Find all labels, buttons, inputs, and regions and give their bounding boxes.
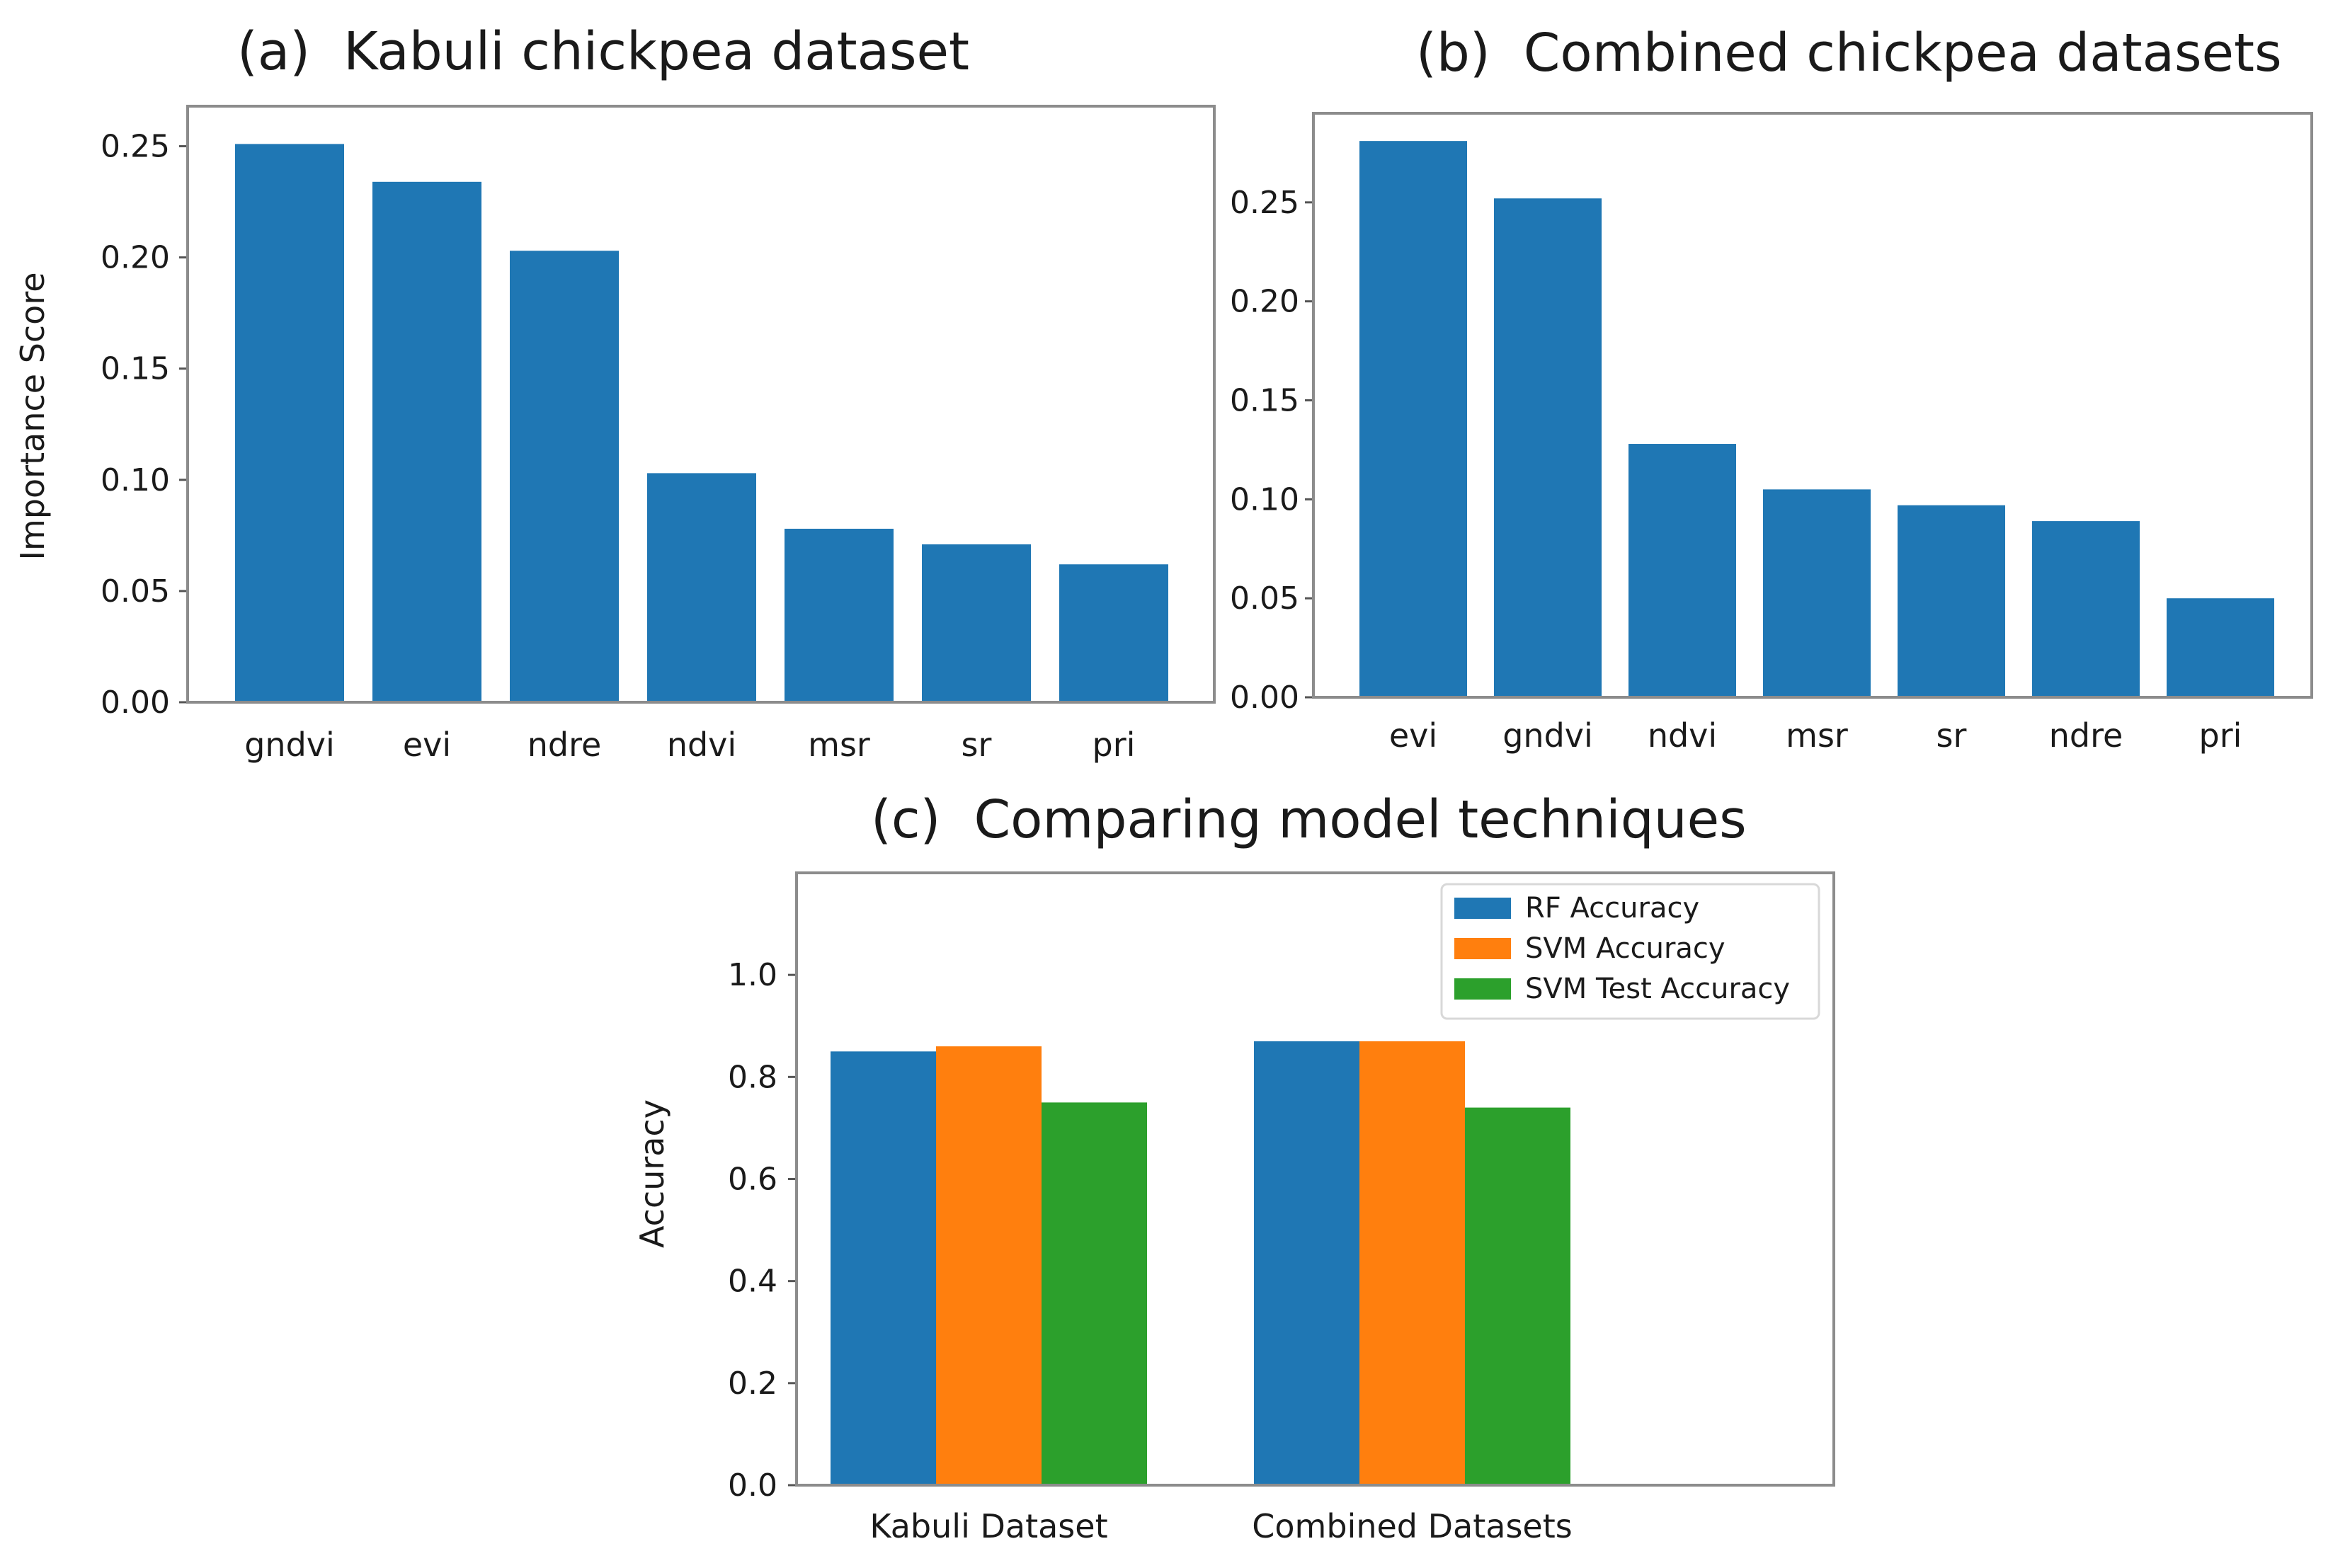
panel-b-x-tick-labels: evi gndvi ndvi msr sr ndre pri [1389, 716, 2242, 755]
panel-c-bar-svm-1 [1359, 1041, 1465, 1485]
panel-a-y-ticks: 0.00 0.05 0.10 0.15 0.20 0.25 [101, 129, 188, 721]
panel-b-y-tick-label: 0.15 [1230, 383, 1299, 419]
panel-c-x-tick-label: Combined Datasets [1252, 1507, 1572, 1545]
panel-b-x-tick-label: ndvi [1648, 716, 1717, 755]
panel-b-bar-msr [1763, 489, 1871, 697]
panel-a-x-tick-labels: gndvi evi ndre ndvi msr sr pri [244, 726, 1135, 764]
panel-c-y-ticks: 0.0 0.2 0.4 0.6 0.8 1.0 [728, 957, 797, 1504]
panel-b-bars [1359, 141, 2274, 698]
panel-a-bar-ndre [510, 251, 619, 702]
panel-b-bar-ndvi [1628, 444, 1736, 697]
panel-a-x-tick-label: msr [808, 726, 870, 764]
panel-c-x-tick-labels: Kabuli Dataset Combined Datasets [869, 1507, 1572, 1545]
panel-c-y-tick-label: 0.8 [728, 1059, 777, 1095]
panel-b: (b) Combined chickpea datasets 0.000.050… [1230, 23, 2313, 755]
panel-c-legend-swatch-svm_test [1454, 978, 1511, 1000]
panel-a-bar-pri [1059, 564, 1168, 702]
panel-c-bars [831, 1041, 1570, 1485]
panel-c-bar-svm_test-0 [1042, 1102, 1147, 1485]
panel-a-bar-sr [922, 544, 1031, 702]
panel-c-y-tick-label: 0.4 [728, 1264, 777, 1300]
panel-b-y-tick-label: 0.20 [1230, 284, 1299, 320]
panel-b-x-tick-label: ndre [2049, 716, 2123, 755]
panel-a-bars [235, 144, 1168, 702]
panel-a-y-tick-label: 0.00 [101, 685, 170, 721]
panel-a-x-tick-label: gndvi [244, 726, 335, 764]
panel-c-bar-svm-0 [936, 1046, 1042, 1485]
panel-a-x-tick-label: sr [962, 726, 992, 764]
panel-b-bar-evi [1359, 141, 1467, 698]
panel-a-bar-msr [785, 528, 894, 702]
panel-b-x-tick-label: sr [1936, 716, 1967, 755]
panel-a-y-tick-label: 0.15 [101, 351, 170, 387]
panel-b-y-tick-label: 0.10 [1230, 481, 1299, 517]
panel-a-x-tick-label: evi [403, 726, 451, 764]
panel-a-y-axis-label: Importance Score [13, 272, 52, 560]
panel-b-y-tick-label: 0.05 [1230, 580, 1299, 617]
panel-a-x-tick-label: ndvi [667, 726, 736, 764]
panel-b-bar-ndre [2032, 521, 2140, 697]
panel-c-y-tick-label: 0.6 [728, 1162, 777, 1198]
panel-a-y-tick-label: 0.10 [101, 462, 170, 498]
panel-a-y-tick-label: 0.05 [101, 573, 170, 610]
panel-a-x-tick-label: ndre [527, 726, 602, 764]
panel-a: (a) Kabuli chickpea dataset Importance S… [13, 21, 1216, 764]
panel-c-x-tick-label: Kabuli Dataset [869, 1507, 1107, 1545]
panel-b-y-tick-label: 0.25 [1230, 185, 1299, 221]
panel-c-legend-label: RF Accuracy [1525, 892, 1699, 925]
panel-c-legend-swatch-svm [1454, 938, 1511, 959]
panel-c-y-tick-label: 0.2 [728, 1366, 777, 1402]
panel-c-legend-box [1440, 883, 1820, 1020]
panel-a-bar-evi [372, 181, 481, 702]
panel-b-y-tick-label: 0.00 [1230, 680, 1299, 716]
panel-b-y-ticks: 0.00 0.05 0.10 0.15 0.20 0.25 [1230, 185, 1313, 716]
panel-c-title: (c) Comparing model techniques [871, 789, 1747, 850]
panel-b-x-tick-label: pri [2199, 716, 2242, 755]
panel-b-bar-sr [1898, 505, 2005, 697]
panel-a-plot-frame [186, 105, 1216, 704]
panel-b-x-tick-label: gndvi [1502, 716, 1593, 755]
panel-b-x-tick-label: msr [1786, 716, 1848, 755]
panel-b-plot-frame [1312, 112, 2313, 699]
panel-a-bar-ndvi [647, 473, 756, 702]
panel-a-y-tick-label: 0.20 [101, 240, 170, 276]
panel-c-y-tick-label: 0.0 [728, 1467, 777, 1504]
panel-c-y-tick-label: 1.0 [728, 957, 777, 993]
panel-c-y-axis-label: Accuracy [633, 1099, 671, 1248]
panel-a-y-tick-label: 0.25 [101, 129, 170, 165]
panel-a-x-tick-label: pri [1093, 726, 1136, 764]
panel-c-plot-frame [795, 871, 1835, 1487]
panel-c-legend-swatch-rf [1454, 898, 1511, 919]
panel-c-legend-label: SVM Test Accuracy [1525, 973, 1790, 1005]
panel-a-bar-gndvi [235, 144, 344, 702]
panel-b-x-tick-label: evi [1389, 716, 1437, 755]
panel-c-bar-svm_test-1 [1465, 1107, 1570, 1485]
panel-c-legend-label: SVM Accuracy [1525, 932, 1725, 965]
panel-a-title: (a) Kabuli chickpea dataset [237, 21, 969, 82]
panel-c: (c) Comparing model techniques Accuracy … [633, 789, 1835, 1545]
panel-b-title: (b) Combined chickpea datasets [1416, 23, 2282, 84]
panel-b-bar-pri [2167, 598, 2274, 697]
panel-c-legend: RF Accuracy SVM Accuracy SVM Test Accuracy [1440, 883, 1820, 1020]
panel-c-bar-rf-1 [1254, 1041, 1359, 1485]
panel-c-bar-rf-0 [831, 1051, 936, 1485]
panel-b-bar-gndvi [1494, 198, 1602, 697]
